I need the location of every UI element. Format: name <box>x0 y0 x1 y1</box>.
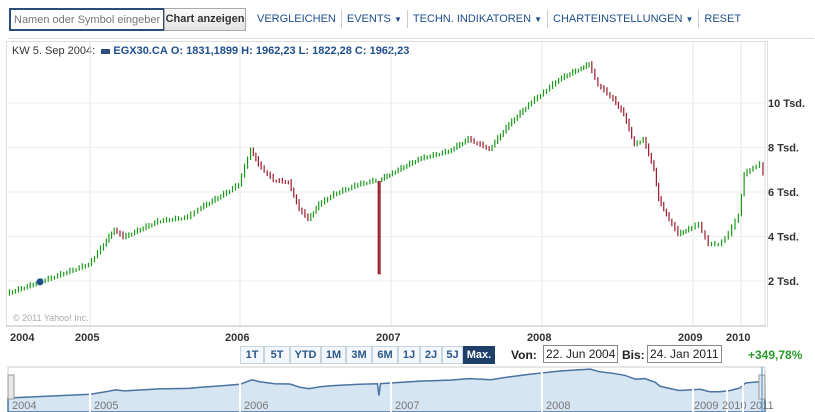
navigator-tick-label: 2009 <box>694 400 718 412</box>
range-button-ytd[interactable]: YTD <box>290 346 321 364</box>
x-tick-label: 2009 <box>678 332 702 344</box>
y-tick-label: 6 Tsd. <box>768 187 799 199</box>
dropdown-arrow-icon: ▼ <box>685 15 694 24</box>
dropdown-arrow-icon: ▼ <box>534 15 543 24</box>
chart-settings-menu[interactable]: CHARTEINSTELLUNGEN ▼ <box>548 13 698 25</box>
range-button-1t[interactable]: 1T <box>240 346 264 364</box>
divider <box>406 10 408 28</box>
chart-settings-label: CHARTEINSTELLUNGEN <box>553 13 683 25</box>
y-tick-label: 4 Tsd. <box>768 232 799 244</box>
navigator-tick-label: 2005 <box>94 400 118 412</box>
symbol: EGX30.CA <box>113 45 168 57</box>
week-label: KW 5. Sep 2004: <box>12 45 96 57</box>
x-tick-label: 2007 <box>376 332 400 344</box>
x-tick-label: 2006 <box>225 332 249 344</box>
range-button-3m[interactable]: 3M <box>346 346 372 364</box>
symbol-search-input[interactable] <box>9 8 165 31</box>
range-button-6m[interactable]: 6M <box>372 346 398 364</box>
navigator-left-handle[interactable] <box>7 374 15 400</box>
indicators-label: TECHN. INDIKATOREN <box>412 13 532 25</box>
from-label: Von: <box>511 348 537 362</box>
selected-point-marker <box>36 278 44 286</box>
navigator-tick-label: 2006 <box>244 400 268 412</box>
x-tick-label: 2005 <box>75 332 99 344</box>
range-button-1m[interactable]: 1M <box>321 346 346 364</box>
series-swatch-icon <box>101 48 111 54</box>
range-button-5t[interactable]: 5T <box>264 346 290 364</box>
divider <box>547 10 549 28</box>
to-date-input[interactable]: 24. Jan 2011 <box>647 345 722 363</box>
navigator-tick-label: 2008 <box>546 400 570 412</box>
ohlc-values: O: 1831,1899 H: 1962,23 L: 1822,28 C: 19… <box>170 45 410 57</box>
y-tick-label: 8 Tsd. <box>768 143 799 155</box>
dropdown-arrow-icon: ▼ <box>393 15 402 24</box>
show-chart-button[interactable]: Chart anzeigen <box>164 8 246 31</box>
reset-button[interactable]: RESET <box>704 13 742 25</box>
navigator-tick-label: 2010 <box>722 400 746 412</box>
x-tick-label: 2004 <box>10 332 35 344</box>
from-date-input[interactable]: 22. Jun 2004 <box>543 345 619 363</box>
x-tick-label: 2008 <box>527 332 551 344</box>
toolbar-menu: VERGLEICHEN EVENTS ▼ TECHN. INDIKATOREN … <box>252 8 746 30</box>
chart-area[interactable] <box>6 41 768 327</box>
range-button-max[interactable]: Max. <box>463 346 495 364</box>
range-button-2j[interactable]: 2J <box>420 346 442 364</box>
compare-menu[interactable]: VERGLEICHEN <box>257 13 336 25</box>
copyright: © 2011 Yahoo! Inc. <box>13 313 89 323</box>
change-percent: +349,78% <box>748 348 803 362</box>
range-button-1j[interactable]: 1J <box>398 346 420 364</box>
divider <box>698 10 700 28</box>
x-tick-label: 2010 <box>726 332 750 344</box>
divider <box>340 10 342 28</box>
indicators-menu[interactable]: TECHN. INDIKATOREN ▼ <box>408 13 547 25</box>
y-tick-label: 2 Tsd. <box>768 276 799 288</box>
to-label: Bis: <box>622 348 645 362</box>
events-menu[interactable]: EVENTS ▼ <box>342 13 407 25</box>
ohlc-legend: KW 5. Sep 2004: EGX30.CA O: 1831,1899 H:… <box>12 45 409 57</box>
y-tick-label: 10 Tsd. <box>768 98 805 110</box>
divider <box>8 38 814 39</box>
navigator-tick-label: 2004 <box>12 400 36 412</box>
navigator-series <box>7 368 766 412</box>
navigator-tick-label: 2007 <box>395 400 419 412</box>
range-button-5j[interactable]: 5J <box>442 346 463 364</box>
events-label: EVENTS <box>346 13 391 25</box>
